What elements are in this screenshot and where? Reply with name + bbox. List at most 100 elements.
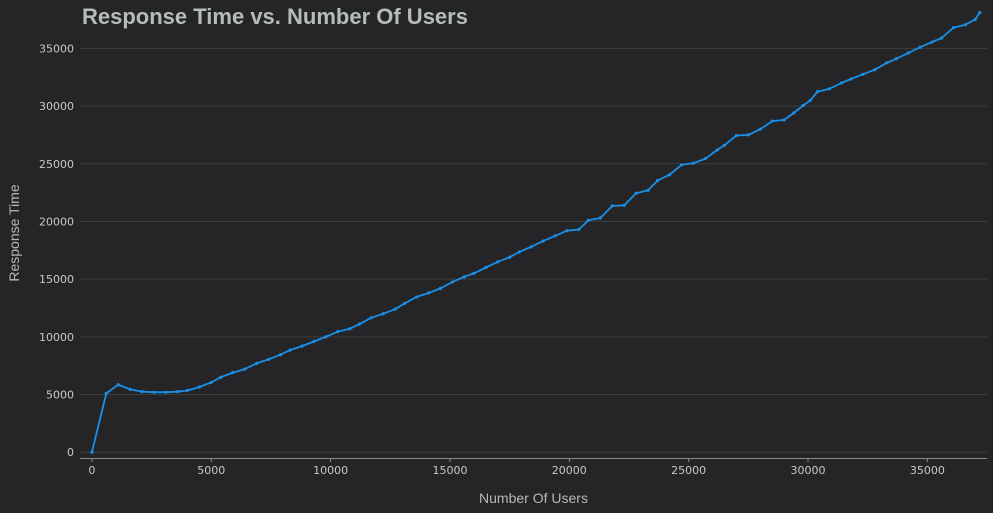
data-point xyxy=(951,26,956,30)
data-point xyxy=(610,204,614,208)
x-tick-label: 35000 xyxy=(910,464,945,477)
data-point xyxy=(450,280,454,284)
data-point xyxy=(940,36,944,40)
data-point xyxy=(426,291,431,295)
x-tick-label: 20000 xyxy=(552,464,587,477)
data-point xyxy=(656,178,660,183)
y-tick-label: 25000 xyxy=(39,158,74,171)
data-point xyxy=(90,450,94,454)
data-point xyxy=(278,353,283,357)
data-point xyxy=(973,17,977,22)
data-point xyxy=(369,316,373,320)
data-point xyxy=(758,127,762,131)
data-point xyxy=(885,61,889,65)
data-point xyxy=(598,216,602,220)
data-point xyxy=(577,227,581,232)
data-point xyxy=(128,387,132,391)
data-point xyxy=(381,312,385,316)
data-point xyxy=(438,286,443,290)
data-point xyxy=(508,255,512,259)
data-point xyxy=(472,271,476,275)
data-point xyxy=(873,68,877,72)
data-point xyxy=(839,81,844,85)
y-tick-label: 30000 xyxy=(39,100,74,113)
y-tick-label: 0 xyxy=(67,446,74,459)
data-point xyxy=(336,330,340,334)
data-point xyxy=(746,133,750,137)
data-point xyxy=(104,391,108,395)
data-point xyxy=(734,133,738,138)
data-point xyxy=(312,339,316,344)
data-point xyxy=(770,119,774,123)
data-point xyxy=(140,390,144,394)
data-point xyxy=(586,218,590,222)
data-point xyxy=(646,188,650,192)
y-tick-label: 10000 xyxy=(39,331,74,344)
data-point xyxy=(414,295,419,299)
data-point xyxy=(517,250,521,254)
data-point xyxy=(634,191,638,195)
data-point xyxy=(116,383,120,387)
data-point xyxy=(978,11,982,15)
data-point xyxy=(715,148,719,152)
data-point xyxy=(529,245,533,249)
data-point xyxy=(403,301,407,305)
data-point xyxy=(484,266,488,270)
x-tick-label: 5000 xyxy=(197,464,225,477)
y-tick-label: 15000 xyxy=(39,273,74,286)
data-point xyxy=(164,390,168,394)
data-point xyxy=(622,203,626,207)
data-point xyxy=(849,77,853,81)
data-point xyxy=(231,371,235,375)
x-tick-label: 15000 xyxy=(432,464,467,477)
data-point xyxy=(255,361,259,365)
data-point xyxy=(288,348,292,352)
data-point xyxy=(703,156,707,161)
data-point xyxy=(963,23,968,27)
data-point xyxy=(197,385,201,389)
data-point xyxy=(541,239,545,243)
data-point xyxy=(348,327,352,331)
data-point xyxy=(808,98,812,102)
data-point xyxy=(906,51,910,55)
data-point xyxy=(861,72,865,76)
x-tick-label: 10000 xyxy=(313,464,348,477)
data-point xyxy=(691,161,696,165)
data-point xyxy=(209,380,213,385)
x-tick-label: 25000 xyxy=(671,464,706,477)
data-point xyxy=(801,103,805,108)
x-tick-label: 30000 xyxy=(790,464,825,477)
data-point xyxy=(565,229,569,233)
data-point xyxy=(815,90,820,94)
data-point xyxy=(152,390,156,394)
y-axis-label: Response Time xyxy=(6,184,22,281)
data-point xyxy=(300,344,304,348)
data-point xyxy=(792,111,796,115)
series-line xyxy=(91,12,981,453)
data-point xyxy=(827,87,832,91)
data-point xyxy=(219,375,223,379)
data-point xyxy=(667,173,672,177)
data-point xyxy=(553,234,557,238)
data-point xyxy=(393,307,397,311)
data-point xyxy=(357,322,361,326)
y-tick-label: 35000 xyxy=(39,42,74,55)
data-point xyxy=(243,367,247,371)
data-point xyxy=(894,57,898,61)
data-point xyxy=(930,40,934,44)
y-tick-label: 5000 xyxy=(46,389,74,402)
y-tick-label: 20000 xyxy=(39,215,74,228)
data-point xyxy=(324,335,328,339)
x-tick-label: 0 xyxy=(88,464,95,477)
data-point xyxy=(462,275,466,279)
data-point xyxy=(496,260,500,264)
data-point xyxy=(722,143,727,147)
data-point xyxy=(185,388,190,393)
data-point xyxy=(266,357,271,361)
data-point xyxy=(918,45,922,49)
chart-title: Response Time vs. Number Of Users xyxy=(82,4,468,29)
data-point xyxy=(176,390,180,394)
data-point xyxy=(782,118,786,122)
